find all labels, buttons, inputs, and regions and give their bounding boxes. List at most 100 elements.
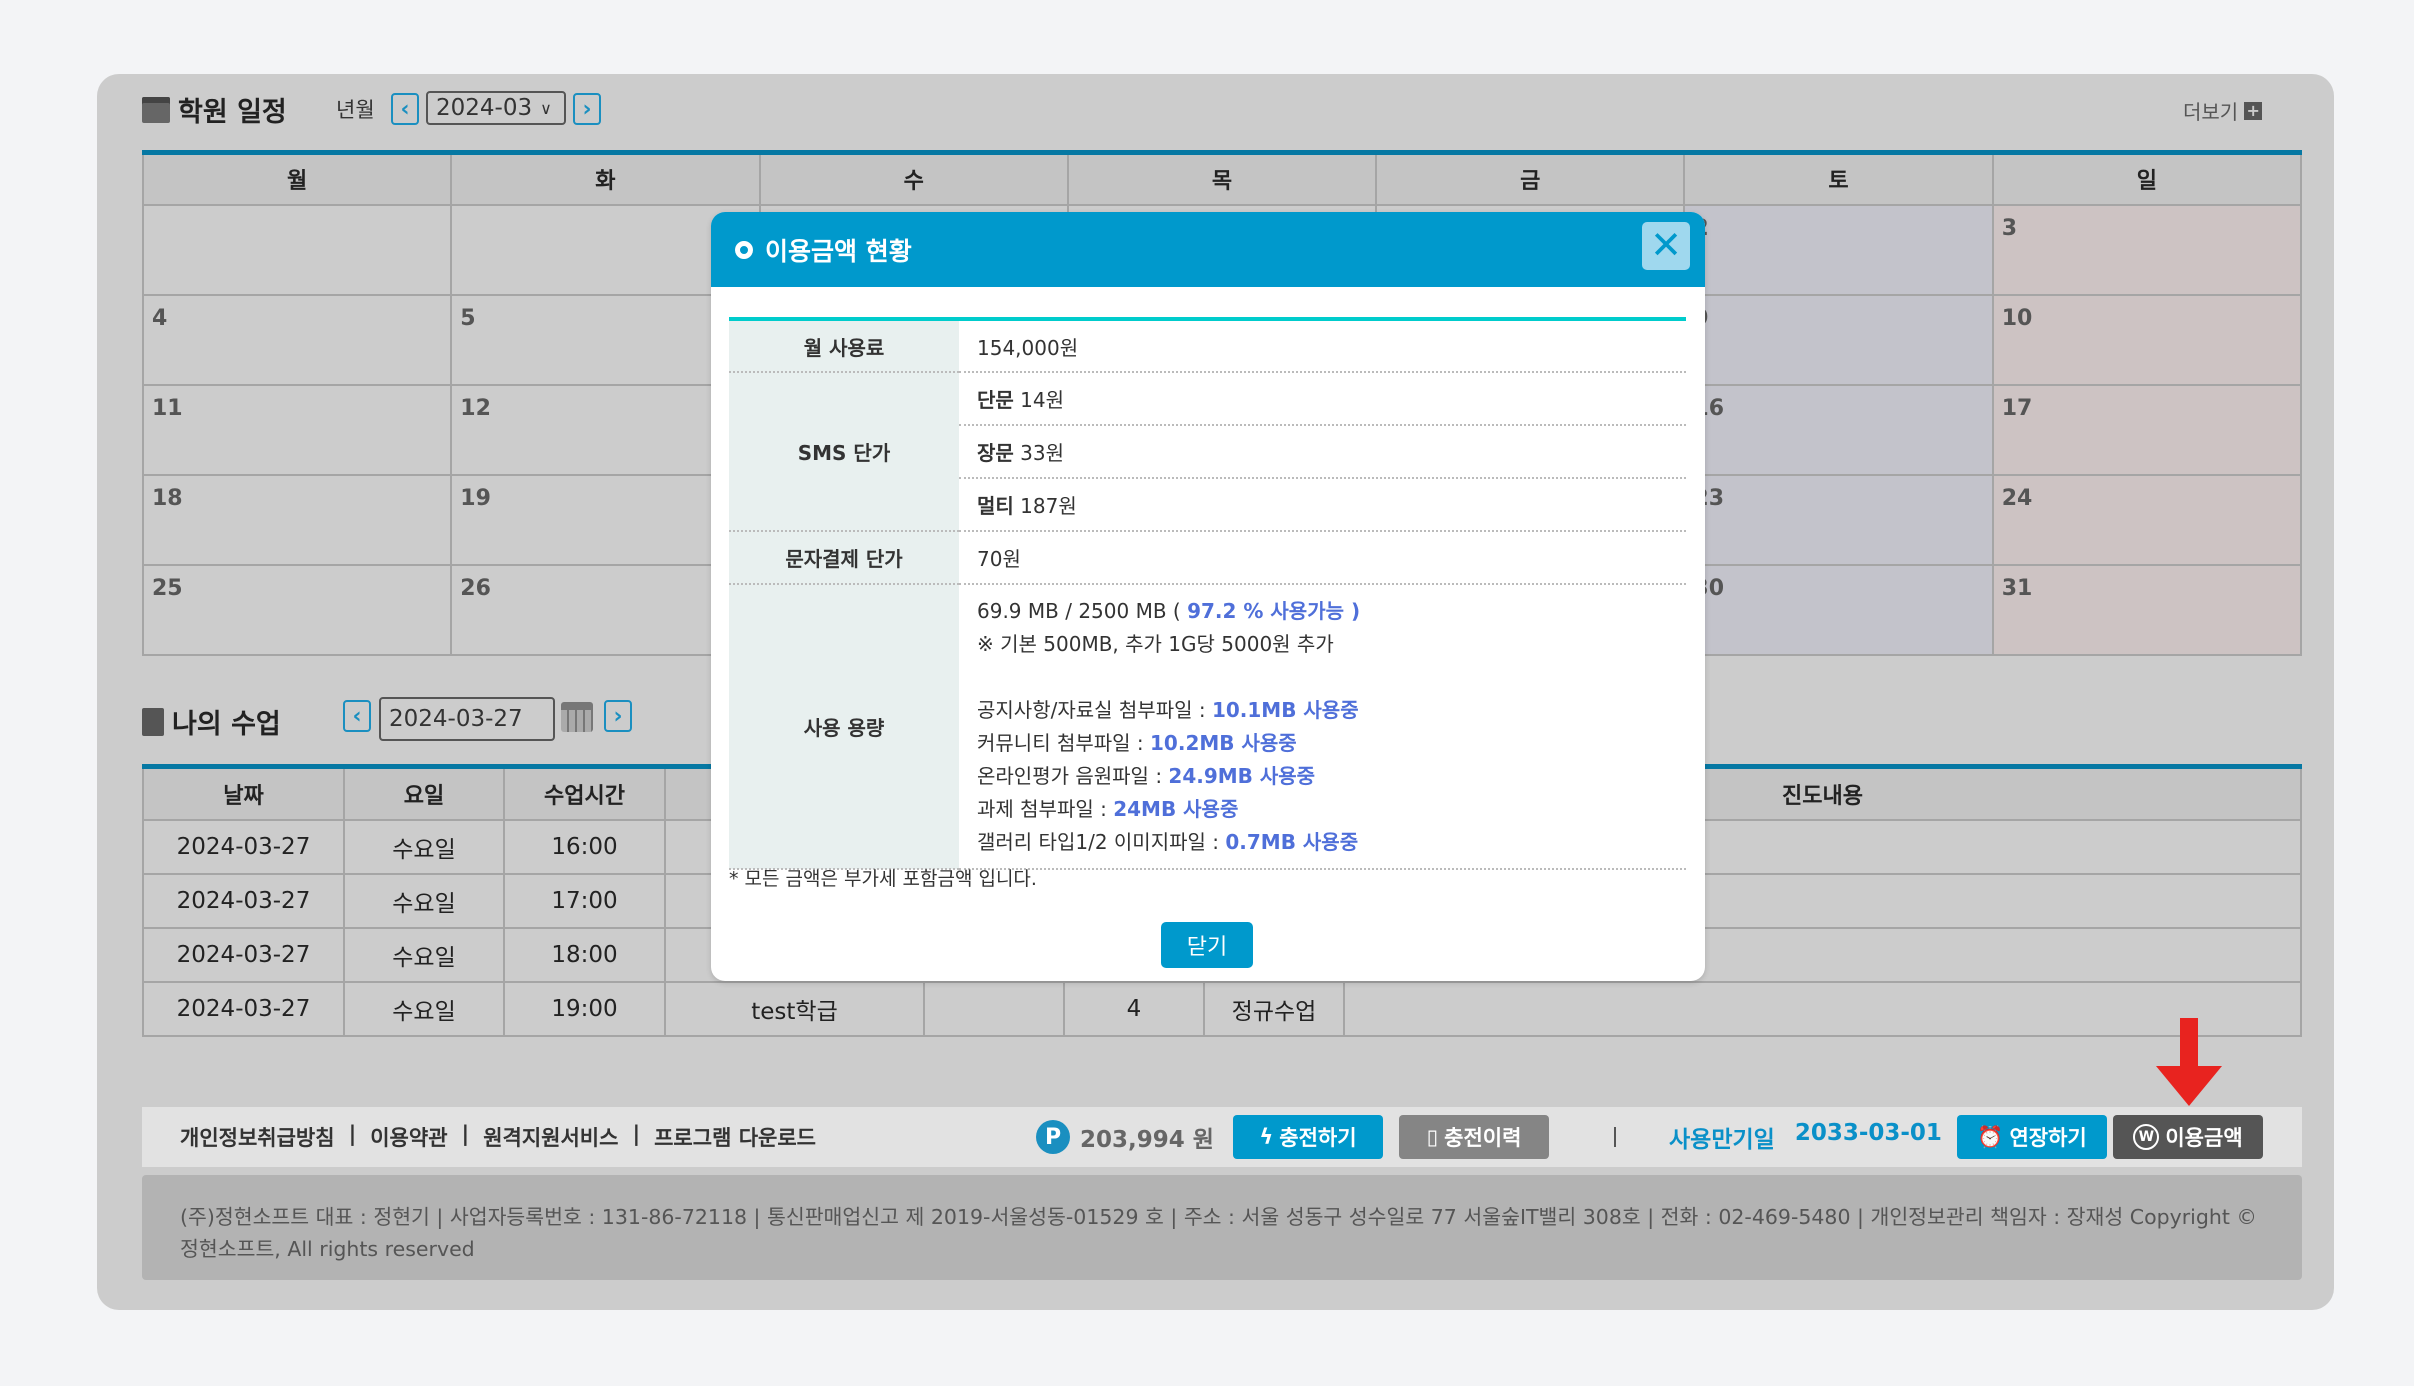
charge-button[interactable]: ϟ 충전하기 bbox=[1233, 1115, 1383, 1159]
alarm-clock-icon: ⏰ bbox=[1977, 1124, 2004, 1149]
table-cell: 18:00 bbox=[503, 926, 666, 983]
sms-price: 14원 bbox=[1020, 388, 1065, 412]
table-cell: 2024-03-27 bbox=[142, 818, 345, 875]
plus-icon: + bbox=[2244, 101, 2263, 120]
usage-item: 과제 첨부파일 : 24MB 사용중 bbox=[977, 793, 1668, 826]
document-icon: ▯ bbox=[1426, 1125, 1439, 1149]
modal-title: 이용금액 현황 bbox=[765, 236, 912, 266]
monthly-fee-value: 154,000원 bbox=[959, 319, 1686, 373]
sms-multi: 멀티 187원 bbox=[959, 478, 1686, 532]
more-label: 더보기 bbox=[2183, 100, 2239, 124]
more-link[interactable]: 더보기 + bbox=[2183, 96, 2263, 125]
usage-note: ※ 기본 500MB, 추가 1G당 5000원 추가 bbox=[977, 632, 1334, 656]
close-button[interactable]: 닫기 bbox=[1161, 922, 1253, 968]
footer-link[interactable]: 프로그램 다운로드 bbox=[654, 1126, 816, 1150]
schedule-title: 학원 일정 bbox=[142, 90, 287, 129]
next-date-button[interactable]: › bbox=[604, 700, 632, 732]
usage-item-value: 10.2MB 사용중 bbox=[1150, 731, 1297, 755]
won-icon: W bbox=[2133, 1124, 2160, 1150]
calendar-day[interactable]: 2 bbox=[1683, 203, 1994, 296]
usage-item: 커뮤니티 첨부파일 : 10.2MB 사용중 bbox=[977, 727, 1668, 760]
payment-sms-value: 70원 bbox=[959, 531, 1686, 585]
prev-month-button[interactable]: ‹ bbox=[391, 93, 419, 125]
chevron-down-icon: ∨ bbox=[540, 98, 552, 118]
point-icon: P bbox=[1036, 1120, 1070, 1154]
calendar-day[interactable]: 23 bbox=[1683, 473, 1994, 566]
calendar-day[interactable]: 19 bbox=[450, 473, 761, 566]
column-header: 날짜 bbox=[142, 765, 345, 821]
calendar-day[interactable]: 26 bbox=[450, 563, 761, 656]
calendar-day[interactable]: 10 bbox=[1991, 293, 2303, 386]
prev-date-button[interactable]: ‹ bbox=[343, 700, 371, 732]
table-cell bbox=[923, 980, 1065, 1037]
schedule-title-text: 학원 일정 bbox=[178, 97, 287, 128]
charge-history-button[interactable]: ▯ 충전이력 bbox=[1399, 1115, 1549, 1159]
calendar-day[interactable]: 3 bbox=[1991, 203, 2303, 296]
calendar-day[interactable]: 5 bbox=[450, 293, 761, 386]
usage-item-value: 0.7MB 사용중 bbox=[1225, 830, 1359, 854]
calendar-day[interactable]: 16 bbox=[1683, 383, 1994, 476]
payment-sms-row: 문자결제 단가 70원 bbox=[729, 531, 1686, 585]
usage-details: 69.9 MB / 2500 MB ( 97.2 % 사용가능 ) ※ 기본 5… bbox=[959, 584, 1686, 870]
table-cell: 2024-03-27 bbox=[142, 926, 345, 983]
lightning-icon: ϟ bbox=[1259, 1125, 1274, 1149]
calendar-day[interactable]: 9 bbox=[1683, 293, 1994, 386]
calendar-day[interactable]: 17 bbox=[1991, 383, 2303, 476]
date-input[interactable]: 2024-03-27 bbox=[379, 697, 555, 741]
table-cell: 4 bbox=[1063, 980, 1205, 1037]
extend-label: 연장하기 bbox=[2009, 1126, 2087, 1150]
calendar-day[interactable] bbox=[141, 203, 453, 296]
usage-amount-button[interactable]: W 이용금액 bbox=[2113, 1115, 2263, 1159]
column-header: 수업시간 bbox=[503, 765, 666, 821]
next-month-button[interactable]: › bbox=[573, 93, 601, 125]
usage-label: 사용 용량 bbox=[729, 584, 959, 870]
weekday-header: 목 bbox=[1066, 151, 1378, 206]
table-row[interactable]: 2024-03-27 수요일 19:00 test학급 4 정규수업 bbox=[142, 980, 2302, 1037]
weekday-header: 일 bbox=[1991, 151, 2303, 206]
usage-amount-label: 이용금액 bbox=[2165, 1126, 2243, 1150]
sms-price: 33원 bbox=[1020, 441, 1065, 465]
footer-link[interactable]: 이용약관 bbox=[370, 1126, 448, 1150]
usage-item-value: 24MB 사용중 bbox=[1113, 797, 1239, 821]
month-select[interactable]: 2024-03 ∨ bbox=[426, 91, 566, 125]
calendar-day[interactable]: 30 bbox=[1683, 563, 1994, 656]
calendar-day[interactable]: 31 bbox=[1991, 563, 2303, 656]
usage-amount-modal: 이용금액 현황 ✕ 월 사용료 154,000원 SMS 단가 단문 14원 장문 … bbox=[711, 212, 1705, 981]
vat-note: * 모든 금액은 부가세 포함금액 입니다. bbox=[729, 868, 1037, 890]
calendar-picker-icon[interactable] bbox=[561, 702, 593, 732]
usage-item: 갤러리 타입1/2 이미지파일 : 0.7MB 사용중 bbox=[977, 826, 1668, 859]
sms-type: 단문 bbox=[977, 388, 1014, 412]
footer-link[interactable]: 개인정보취급방침 bbox=[180, 1126, 335, 1150]
calendar-day[interactable] bbox=[450, 203, 761, 296]
usage-item-label: 공지사항/자료실 첨부파일 : bbox=[977, 698, 1212, 722]
weekday-header: 수 bbox=[758, 151, 1069, 206]
table-cell: 16:00 bbox=[503, 818, 666, 875]
table-cell bbox=[1343, 980, 2302, 1037]
sms-label: SMS 단가 bbox=[729, 372, 959, 532]
sms-row: SMS 단가 단문 14원 bbox=[729, 372, 1686, 532]
calendar-day[interactable]: 12 bbox=[450, 383, 761, 476]
usage-item-label: 커뮤니티 첨부파일 : bbox=[977, 731, 1151, 755]
usage-item-label: 온라인평가 음원파일 : bbox=[977, 764, 1169, 788]
calendar-day[interactable]: 24 bbox=[1991, 473, 2303, 566]
link-separator: | bbox=[632, 1122, 641, 1146]
extend-button[interactable]: ⏰ 연장하기 bbox=[1957, 1115, 2107, 1159]
month-select-value: 2024-03 bbox=[436, 95, 533, 121]
calendar-day[interactable]: 11 bbox=[141, 383, 453, 476]
table-cell: 수요일 bbox=[343, 818, 505, 875]
sms-row: 장문 33원 bbox=[729, 425, 1686, 479]
link-separator: | bbox=[348, 1122, 357, 1146]
calendar-day[interactable]: 4 bbox=[141, 293, 453, 386]
usage-item-value: 10.1MB 사용중 bbox=[1211, 698, 1359, 722]
charge-history-label: 충전이력 bbox=[1444, 1126, 1522, 1150]
close-icon[interactable]: ✕ bbox=[1642, 222, 1690, 270]
points-display: P 203,994 원 bbox=[1036, 1120, 1214, 1154]
usage-item-label: 갤러리 타입1/2 이미지파일 : bbox=[977, 830, 1226, 854]
monthly-fee-label: 월 사용료 bbox=[729, 319, 959, 373]
weekday-header: 금 bbox=[1375, 151, 1686, 206]
company-info: (주)정현소프트 대표 : 정현기 | 사업자등록번호 : 131-86-721… bbox=[142, 1175, 2302, 1280]
footer-link[interactable]: 원격지원서비스 bbox=[483, 1126, 619, 1150]
sms-type: 장문 bbox=[977, 441, 1014, 465]
calendar-day[interactable]: 18 bbox=[141, 473, 453, 566]
calendar-day[interactable]: 25 bbox=[141, 563, 453, 656]
